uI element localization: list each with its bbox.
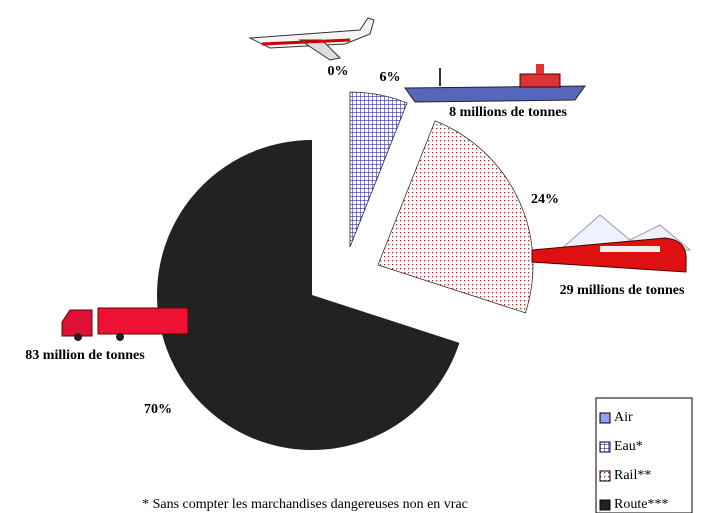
- legend-box: [595, 397, 693, 513]
- annotation: 83 million de tonnes: [25, 348, 145, 363]
- legend-swatch: [599, 470, 611, 482]
- legend-swatch: [599, 412, 611, 424]
- ship-icon: [404, 64, 586, 103]
- legend-label: Route***: [614, 497, 668, 512]
- footnote: * Sans compter les marchandises dangereu…: [142, 497, 468, 512]
- pie-slice: [156, 140, 460, 450]
- annotation: 29 millions de tonnes: [560, 283, 685, 298]
- legend-label: Rail**: [614, 468, 651, 483]
- truck-icon: [61, 307, 189, 341]
- annotation: 8 millions de tonnes: [449, 105, 567, 120]
- value-label: 70%: [144, 402, 172, 417]
- pie-slice: [349, 91, 408, 248]
- legend-label: Air: [614, 410, 633, 425]
- train-icon: [531, 214, 692, 273]
- value-label: 24%: [531, 192, 559, 207]
- legend-swatch: [599, 441, 611, 453]
- legend-label: Eau*: [614, 439, 643, 454]
- plane-icon: [248, 17, 375, 61]
- pie-slice: [377, 120, 534, 314]
- value-label: 0%: [328, 64, 349, 79]
- legend-swatch: [599, 499, 611, 511]
- value-label: 6%: [380, 70, 401, 85]
